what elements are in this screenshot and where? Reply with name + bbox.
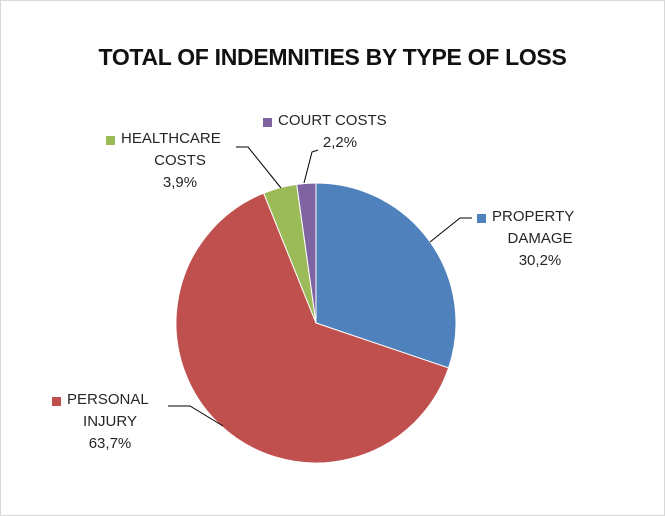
- data-label-category-personal-injury: INJURY: [83, 413, 137, 430]
- chart-title: TOTAL OF INDEMNITIES BY TYPE OF LOSS: [98, 44, 567, 70]
- leader-line-personal-injury: [168, 405, 224, 427]
- data-label-category-property-damage: DAMAGE: [507, 230, 572, 247]
- data-label-category-court-costs: COURT COSTS: [278, 112, 387, 129]
- leader-line-healthcare-costs: [236, 146, 282, 189]
- label-key-court-costs: [263, 118, 272, 127]
- data-label-category-property-damage: PROPERTY: [492, 208, 574, 225]
- label-key-healthcare-costs: [106, 136, 115, 145]
- data-label-value-healthcare-costs: 3,9%: [163, 174, 197, 191]
- label-key-property-damage: [477, 214, 486, 223]
- data-label-value-property-damage: 30,2%: [519, 252, 562, 269]
- label-key-personal-injury: [52, 397, 61, 406]
- data-label-category-personal-injury: PERSONAL: [67, 391, 149, 408]
- data-label-category-healthcare-costs: COSTS: [154, 152, 206, 169]
- pie-slice-court-costs: [296, 182, 317, 324]
- leader-line-property-damage: [429, 217, 472, 243]
- data-label-category-healthcare-costs: HEALTHCARE: [121, 130, 221, 147]
- leader-line-court-costs: [303, 149, 319, 184]
- pie-slice-property-damage: [315, 182, 457, 369]
- data-label-value-personal-injury: 63,7%: [89, 435, 132, 452]
- data-label-value-court-costs: 2,2%: [323, 134, 357, 151]
